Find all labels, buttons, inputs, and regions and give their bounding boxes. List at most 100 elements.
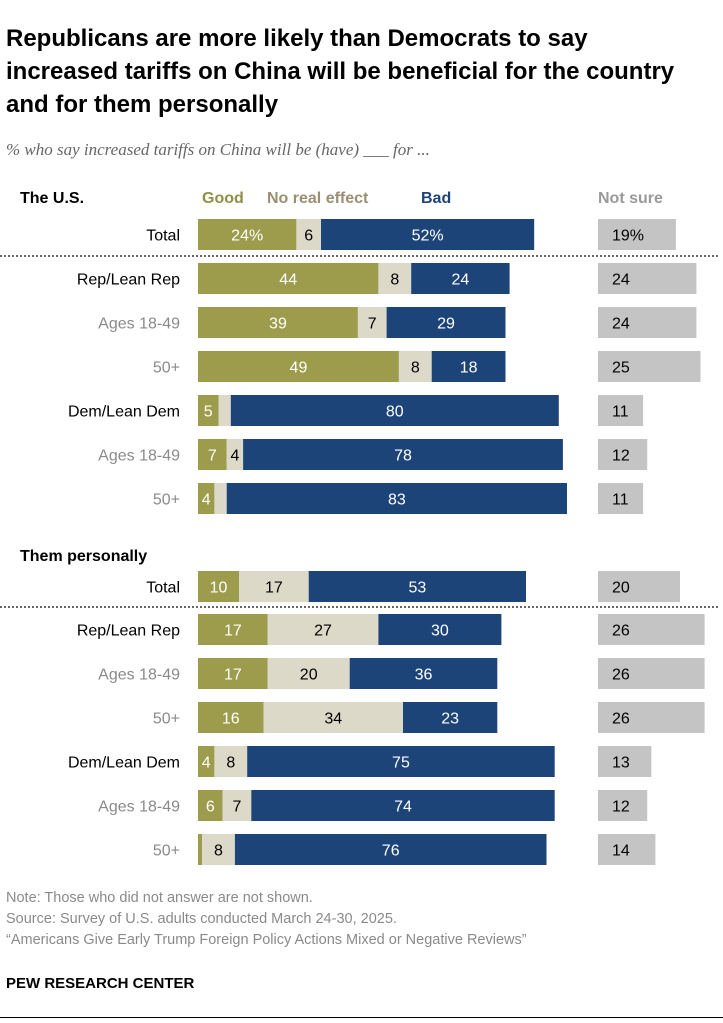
bar-label-good: 44 [279,272,297,289]
bar-label-good: 39 [269,316,287,333]
chart-notes: Note: Those who did not answer are not s… [6,888,716,951]
bar-no-effect [263,702,403,733]
bar-not-sure [598,614,705,645]
bar-label-no-effect: 17 [265,580,283,597]
bar-label-no-effect: 6 [304,228,313,245]
bar-bad [349,658,498,689]
row-label: 50+ [153,360,180,377]
bar-good [198,439,227,470]
bar-label-no-effect: 34 [324,711,342,728]
section-heading: Them personally [20,548,147,565]
bar-bad [247,746,555,777]
row-label: Dem/Lean Dem [68,755,180,772]
row-label: Ages 18-49 [98,667,180,684]
bar-label-not-sure: 26 [612,711,630,728]
bar-not-sure [598,351,701,382]
bar-good [198,702,264,733]
bar-label-good: 5 [204,404,213,421]
row-label: Total [146,580,180,597]
bar-no-effect [222,790,252,821]
bar-label-not-sure: 26 [612,667,630,684]
bar-label-not-sure: 20 [612,580,630,597]
bar-label-not-sure: 13 [612,755,630,772]
bar-label-bad: 78 [394,448,412,465]
bar-good [198,658,268,689]
bar-not-sure [598,790,648,821]
chart-subtitle: % who say increased tariffs on China wil… [6,140,430,159]
bar-label-no-effect: 8 [214,843,223,860]
legend-good: Good [202,190,244,207]
bar-not-sure [598,571,680,602]
bar-bad [411,263,510,294]
legend-not-sure: Not sure [598,190,663,207]
bar-label-bad: 83 [388,492,406,509]
bar-bad [431,351,506,382]
bar-good [198,307,358,338]
bar-not-sure [598,702,705,733]
bar-label-no-effect: 4 [230,448,239,465]
row-label: Ages 18-49 [98,799,180,816]
bar-label-good: 4 [202,755,211,772]
bar-not-sure [598,219,676,250]
bar-good [198,571,239,602]
bar-label-not-sure: 19% [612,228,644,245]
bar-label-good: 24% [231,228,263,245]
bar-label-bad: 80 [386,404,404,421]
row-label: 50+ [153,843,180,860]
bar-good [198,746,215,777]
bar-bad [226,483,567,514]
bar-label-bad: 36 [415,667,433,684]
brand-logo-text: PEW RESEARCH CENTER [6,975,195,992]
bar-label-not-sure: 26 [612,623,630,640]
bar-no-effect [239,571,309,602]
bar-no-effect [357,307,387,338]
bar-good [198,219,297,250]
bar-label-not-sure: 24 [612,272,630,289]
bar-bad [230,395,559,426]
row-label: Rep/Lean Rep [77,272,180,289]
bar-label-bad: 24 [452,272,470,289]
bar-good [198,483,215,514]
bar-no-effect [214,483,227,514]
bar-no-effect [214,746,248,777]
bar-label-bad: 74 [394,799,412,816]
bar-good [198,834,203,865]
bar-not-sure [598,658,705,689]
report-title-text: “Americans Give Early Trump Foreign Poli… [6,932,527,948]
bar-label-good: 16 [222,711,240,728]
legend-bad: Bad [421,190,451,207]
bar-label-good: 10 [210,580,228,597]
chart-title: Republicans are more likely than Democra… [6,25,675,118]
bar-good [198,614,268,645]
bar-no-effect [218,395,231,426]
bar-label-good: 4 [202,492,211,509]
bar-label-good: 49 [290,360,308,377]
bar-bad [243,439,563,470]
bar-label-bad: 29 [437,316,455,333]
bar-label-bad: 75 [392,755,410,772]
bar-label-no-effect: 7 [232,799,241,816]
bottom-divider [0,1017,723,1018]
bar-label-bad: 53 [408,580,426,597]
bar-label-bad: 23 [441,711,459,728]
row-label: Ages 18-49 [98,448,180,465]
section-heading: The U.S. [20,190,84,207]
bar-label-no-effect: 20 [300,667,318,684]
bar-bad [403,702,498,733]
bar-label-not-sure: 11 [612,404,629,421]
bar-label-not-sure: 12 [612,799,630,816]
bar-good [198,263,379,294]
bar-label-not-sure: 12 [612,448,630,465]
bar-label-not-sure: 24 [612,316,630,333]
legend-no-effect: No real effect [267,190,369,207]
bar-label-good: 7 [208,448,217,465]
bar-no-effect [267,658,350,689]
row-label: Dem/Lean Dem [68,404,180,421]
bar-bad [251,790,555,821]
bar-bad [308,571,526,602]
bar-label-good: 6 [206,799,215,816]
bar-bad [234,834,547,865]
bar-not-sure [598,263,697,294]
bar-label-not-sure: 11 [612,492,629,509]
bar-label-not-sure: 14 [612,843,630,860]
